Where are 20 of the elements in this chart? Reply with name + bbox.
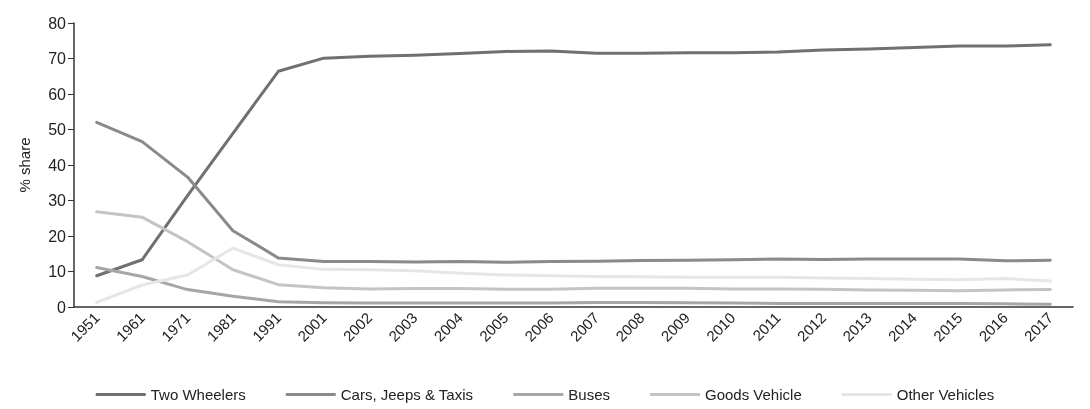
line-series — [95, 43, 1052, 278]
y-tick-label: 50 — [48, 121, 67, 138]
y-tick-label: 40 — [48, 156, 67, 174]
line-series — [95, 120, 1052, 264]
y-tick-label: 10 — [48, 263, 67, 280]
legend-label: Other Vehicles — [896, 386, 995, 403]
legend-label: Cars, Jeeps & Taxis — [340, 386, 474, 403]
y-axis-title: % share — [16, 137, 33, 193]
y-tick-label: 60 — [48, 85, 67, 103]
legend-label: Two Wheelers — [150, 386, 246, 403]
legend-label: Buses — [568, 386, 611, 403]
y-tick-label: 30 — [48, 192, 67, 209]
y-tick-label: 0 — [57, 298, 67, 316]
legend-label: Goods Vehicle — [704, 386, 802, 403]
y-tick-label: 20 — [48, 227, 67, 245]
line-series — [95, 246, 1052, 304]
line-series — [95, 266, 1052, 306]
y-tick-label: 70 — [48, 50, 67, 67]
y-tick-label: 80 — [48, 14, 67, 32]
line-series — [95, 210, 1052, 293]
